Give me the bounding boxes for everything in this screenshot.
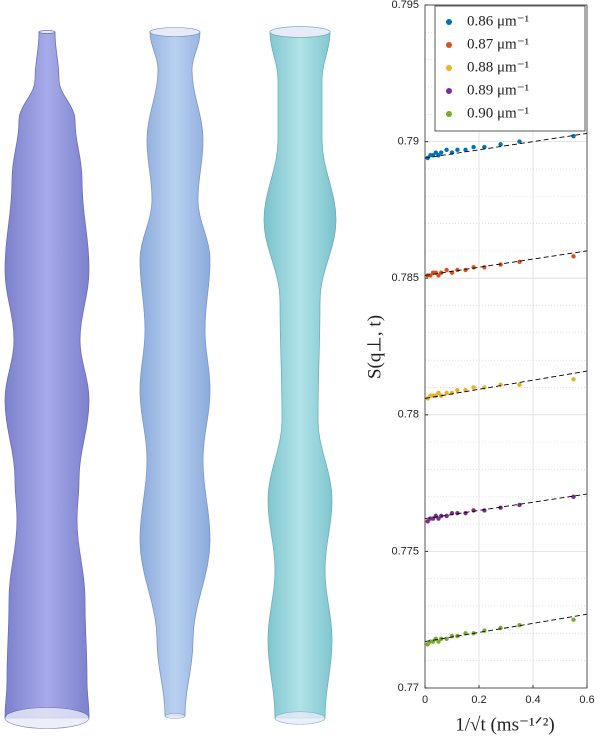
data-point — [439, 150, 444, 155]
data-point — [482, 265, 487, 270]
x-tick-label: 0 — [422, 694, 428, 706]
data-point — [433, 150, 438, 155]
data-point — [517, 622, 522, 628]
data-point — [425, 519, 430, 524]
y-tick-label: 0.775 — [391, 545, 419, 557]
y-tick-label: 0.785 — [391, 272, 419, 284]
data-point — [444, 267, 449, 273]
data-point — [517, 382, 522, 387]
data-point — [463, 267, 468, 273]
fit-line — [424, 250, 588, 276]
fit-line — [424, 132, 588, 159]
tube — [139, 31, 211, 717]
data-point — [571, 254, 576, 259]
y-tick-label: 0.79 — [398, 136, 419, 148]
data-point — [455, 510, 460, 516]
y-tick-label: 0.78 — [398, 409, 419, 421]
tube-end — [4, 707, 90, 729]
data-point — [444, 390, 449, 396]
y-tick-label: 0.795 — [391, 0, 419, 11]
data-point — [482, 508, 487, 513]
tube-end — [164, 713, 186, 719]
data-point — [444, 147, 449, 152]
data-point — [498, 142, 503, 147]
legend-label: 0.90 μm⁻¹ — [467, 105, 529, 121]
data-point — [471, 508, 476, 513]
legend-marker — [446, 19, 452, 25]
data-point — [571, 617, 576, 622]
data-point — [471, 144, 476, 150]
data-point — [517, 259, 522, 265]
tube-end — [269, 26, 331, 38]
legend-marker — [446, 65, 452, 71]
tube-end — [274, 711, 326, 725]
data-point — [463, 510, 468, 516]
fit-line — [424, 613, 588, 642]
data-point — [436, 639, 441, 644]
legend-marker — [446, 111, 452, 117]
tube-end — [149, 27, 201, 37]
data-point — [571, 377, 576, 382]
tube — [263, 31, 337, 719]
data-point — [436, 390, 441, 396]
data-point — [444, 636, 449, 642]
fit-line — [424, 370, 588, 399]
x-tick-label: 0.2 — [471, 694, 486, 706]
x-tick-label: 0.4 — [525, 694, 540, 706]
data-point — [455, 388, 460, 393]
legend-label: 0.86 μm⁻¹ — [467, 13, 529, 29]
tube-renders — [4, 26, 337, 729]
plot: 0.77 0.775 0.78 0.785 0.79 0.795 0 0.2 0.4 0.6 0.8… — [391, 0, 594, 706]
tube — [4, 31, 90, 719]
x-axis-label: 1/√t (ms⁻¹ᐟ²) — [455, 714, 555, 735]
data-point — [498, 262, 503, 267]
legend-box — [434, 5, 586, 132]
legend-marker — [446, 88, 452, 94]
data-point — [498, 505, 503, 510]
tube-end — [38, 30, 56, 34]
data-point — [471, 265, 476, 270]
data-point — [517, 139, 522, 144]
legend-marker — [446, 42, 452, 48]
data-point — [425, 642, 430, 647]
legend-label: 0.88 μm⁻¹ — [467, 59, 529, 75]
data-point — [482, 144, 487, 150]
data-point — [455, 147, 460, 152]
x-tick-label: 0.6 — [579, 694, 594, 706]
y-axis-label: S(q⊥, t) — [364, 315, 385, 379]
data-point — [436, 273, 441, 278]
data-point — [571, 494, 576, 499]
fit-line — [424, 493, 588, 520]
data-point — [517, 502, 522, 508]
data-point — [571, 133, 576, 139]
legend-label: 0.89 μm⁻¹ — [467, 82, 529, 98]
data-point — [436, 516, 441, 521]
data-point — [444, 513, 449, 519]
axes-box — [424, 4, 588, 689]
data-point — [463, 147, 468, 152]
data-point — [455, 267, 460, 273]
legend-label: 0.87 μm⁻¹ — [467, 36, 529, 52]
data-point — [471, 385, 476, 390]
y-tick-label: 0.77 — [398, 682, 419, 694]
